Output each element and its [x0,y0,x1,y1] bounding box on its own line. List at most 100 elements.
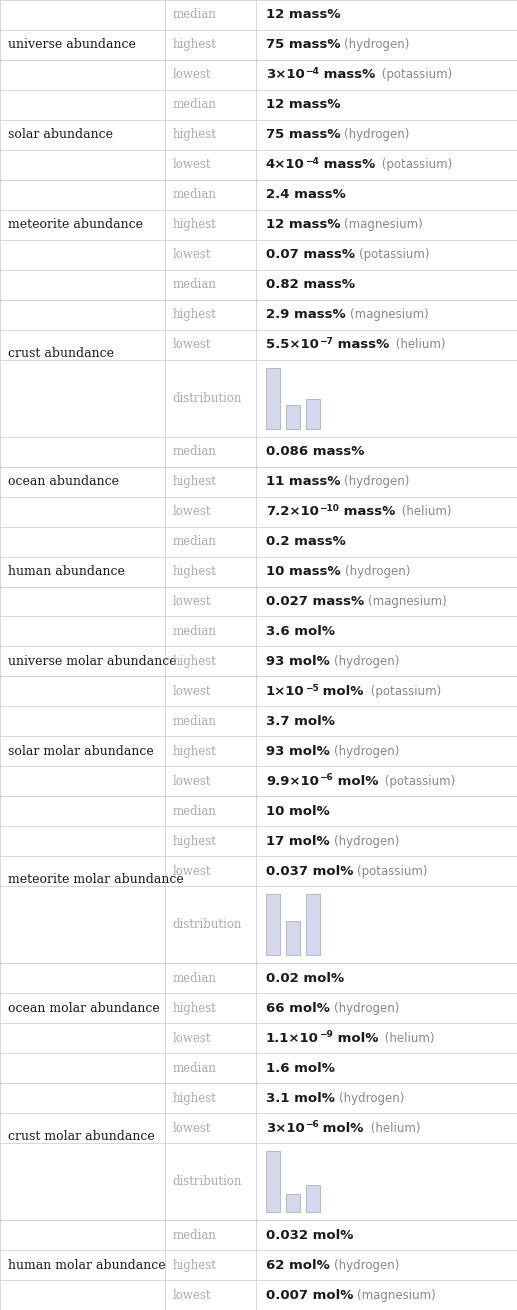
Text: (potassium): (potassium) [378,68,452,81]
Text: 9.9×10: 9.9×10 [266,774,319,787]
Text: 3.7 mol%: 3.7 mol% [266,715,335,728]
Text: 5.5×10: 5.5×10 [266,338,319,351]
Text: 75 mass%: 75 mass% [266,128,340,141]
Text: 2.4 mass%: 2.4 mass% [266,189,346,202]
Text: 12 mass%: 12 mass% [266,219,340,232]
Text: 2.9 mass%: 2.9 mass% [266,308,345,321]
Text: highest: highest [173,128,216,141]
Text: highest: highest [173,219,216,232]
Text: mass%: mass% [339,506,395,517]
Text: 3.1 mol%: 3.1 mol% [266,1091,335,1104]
Text: 3×10: 3×10 [266,68,305,81]
Bar [306,400,320,428]
Text: 3.6 mol%: 3.6 mol% [266,625,335,638]
Text: 10 mol%: 10 mol% [266,804,330,817]
Text: (potassium): (potassium) [381,774,455,787]
Text: (magnesium): (magnesium) [349,308,428,321]
Text: highest: highest [173,565,216,578]
Text: distribution: distribution [173,1175,242,1188]
Text: −4: −4 [305,157,318,166]
Text: 4×10: 4×10 [266,159,305,172]
Text: 0.2 mass%: 0.2 mass% [266,534,346,548]
Text: (hydrogen): (hydrogen) [344,128,410,141]
Text: −10: −10 [319,504,339,512]
Text: −7: −7 [319,337,332,346]
Text: median: median [173,715,216,728]
Bar [306,895,320,955]
Text: human abundance: human abundance [8,565,125,578]
Text: ocean abundance: ocean abundance [8,476,119,489]
Text: lowest: lowest [173,1121,211,1134]
Bar [286,921,300,955]
Text: 12 mass%: 12 mass% [266,8,340,21]
Text: 3×10: 3×10 [266,1121,305,1134]
Text: lowest: lowest [173,68,211,81]
Text: (helium): (helium) [367,1121,420,1134]
Text: lowest: lowest [173,774,211,787]
Text: 93 mol%: 93 mol% [266,745,330,757]
Text: 12 mass%: 12 mass% [266,98,340,111]
Text: (hydrogen): (hydrogen) [339,1091,404,1104]
Text: highest: highest [173,655,216,668]
Text: 0.82 mass%: 0.82 mass% [266,278,355,291]
Text: 7.2×10: 7.2×10 [266,506,319,517]
Text: crust abundance: crust abundance [8,347,114,360]
Text: median: median [173,972,216,985]
Text: (potassium): (potassium) [367,685,441,698]
Bar [286,406,300,428]
Text: universe abundance: universe abundance [8,38,136,51]
Text: (hydrogen): (hydrogen) [333,745,399,757]
Text: lowest: lowest [173,595,211,608]
Text: 0.027 mass%: 0.027 mass% [266,595,364,608]
Text: median: median [173,445,216,458]
Text: (helium): (helium) [381,1032,435,1044]
Text: −6: −6 [305,1120,318,1129]
Text: mol%: mol% [332,1032,378,1044]
Text: 0.02 mol%: 0.02 mol% [266,972,344,985]
Text: −6: −6 [319,773,332,782]
Text: (potassium): (potassium) [359,248,430,261]
Text: (magnesium): (magnesium) [344,219,423,232]
Text: distribution: distribution [173,918,242,931]
Text: (potassium): (potassium) [357,865,428,878]
Text: lowest: lowest [173,1289,211,1302]
Text: mass%: mass% [318,68,375,81]
Text: (helium): (helium) [392,338,446,351]
Text: highest: highest [173,745,216,757]
Text: 0.037 mol%: 0.037 mol% [266,865,353,878]
Text: (helium): (helium) [398,506,451,517]
Text: mol%: mol% [318,1121,364,1134]
Text: lowest: lowest [173,506,211,517]
Text: median: median [173,804,216,817]
Text: 62 mol%: 62 mol% [266,1259,330,1272]
Text: 1.6 mol%: 1.6 mol% [266,1061,335,1074]
Text: 0.007 mol%: 0.007 mol% [266,1289,353,1302]
Text: universe molar abundance: universe molar abundance [8,655,177,668]
Text: mol%: mol% [318,685,363,698]
Text: solar molar abundance: solar molar abundance [8,745,154,757]
Bar [266,368,280,428]
Text: 0.086 mass%: 0.086 mass% [266,445,364,458]
Text: lowest: lowest [173,338,211,351]
Text: (potassium): (potassium) [378,159,452,172]
Text: median: median [173,625,216,638]
Text: highest: highest [173,1091,216,1104]
Text: median: median [173,278,216,291]
Text: (hydrogen): (hydrogen) [344,476,410,489]
Text: 93 mol%: 93 mol% [266,655,330,668]
Text: −5: −5 [305,684,318,693]
Text: 66 mol%: 66 mol% [266,1002,330,1015]
Text: (magnesium): (magnesium) [357,1289,436,1302]
Bar [306,1184,320,1212]
Text: 1×10: 1×10 [266,685,305,698]
Text: highest: highest [173,476,216,489]
Bar [286,1193,300,1212]
Text: (magnesium): (magnesium) [368,595,447,608]
Text: mass%: mass% [332,338,389,351]
Text: median: median [173,1061,216,1074]
Text: highest: highest [173,38,216,51]
Bar [266,1151,280,1212]
Text: (hydrogen): (hydrogen) [333,1259,399,1272]
Text: median: median [173,189,216,202]
Text: 10 mass%: 10 mass% [266,565,341,578]
